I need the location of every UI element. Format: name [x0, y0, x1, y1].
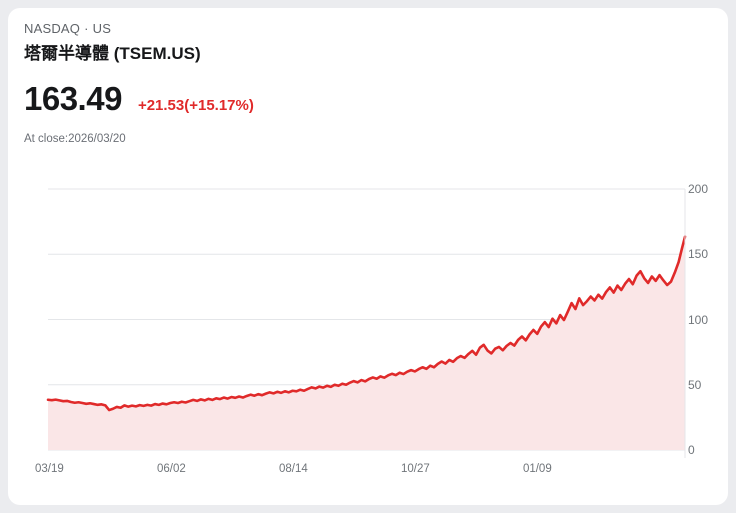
chart-area-fill — [48, 236, 685, 450]
market-status-note: At close:2026/03/20 — [24, 133, 126, 145]
y-tick-label: 50 — [688, 377, 702, 392]
x-tick-label: 10/27 — [400, 463, 430, 475]
y-tick-label: 150 — [688, 247, 709, 262]
stock-quote-card: NASDAQ · US 塔爾半導體 (TSEM.US) 163.49 +21.53(… — [8, 8, 728, 505]
exchange-name: NASDAQ — [24, 21, 81, 36]
region-code: US — [92, 21, 112, 36]
exchange-separator: · — [84, 21, 89, 36]
y-tick-label: 200 — [688, 182, 709, 196]
price-chart[interactable]: 0 50 100 150 200 03/19 06/02 08/14 10/27 01/09 — [8, 173, 728, 483]
price-change: +21.53(+15.17%) — [137, 97, 254, 114]
y-tick-label: 0 — [688, 443, 695, 457]
quote-header: NASDAQ · US 塔爾半導體 (TSEM.US) 163.49 +21.53(… — [24, 20, 712, 147]
price-chart-svg — [46, 188, 687, 458]
price-row: 163.49 +21.53(+15.17%) — [24, 80, 712, 118]
page-title: 塔爾半導體 (TSEM.US) — [24, 44, 201, 63]
y-axis: 0 50 100 150 200 — [688, 173, 728, 458]
x-tick-label: 08/14 — [278, 463, 308, 475]
exchange-region-line: NASDAQ · US — [24, 20, 712, 38]
x-tick-label: 03/19 — [35, 463, 64, 475]
x-axis: 03/19 06/02 08/14 10/27 01/09 — [8, 458, 728, 482]
x-tick-label: 06/02 — [156, 463, 186, 475]
chart-price-line — [46, 235, 687, 412]
x-tick-label: 01/09 — [522, 463, 552, 475]
y-tick-label: 100 — [688, 312, 709, 327]
last-price: 163.49 — [24, 80, 122, 117]
